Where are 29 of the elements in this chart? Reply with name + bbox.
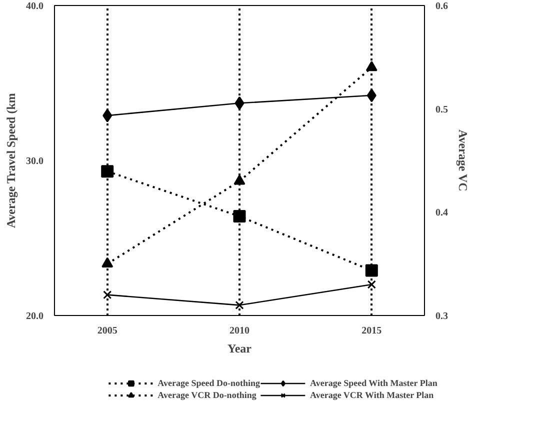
y2-tick-label: 0.4 bbox=[436, 208, 448, 219]
legend-label: Average Speed With Master Plan bbox=[310, 377, 438, 389]
y2-tick-label: 0.3 bbox=[436, 311, 448, 322]
point bbox=[367, 280, 376, 289]
y-axis-title: Average Travel Speed (km bbox=[4, 93, 18, 228]
point bbox=[102, 108, 112, 122]
point bbox=[102, 257, 114, 268]
x-tick-label: 2005 bbox=[97, 326, 118, 336]
point bbox=[366, 88, 376, 102]
point bbox=[233, 210, 246, 223]
legend-label: Average VCR Do-nothing bbox=[158, 389, 256, 401]
y-tick-label: 30.0 bbox=[26, 156, 44, 167]
point bbox=[366, 60, 378, 72]
legend-label: Average Speed Do-nothing bbox=[158, 377, 260, 389]
x-tick-label: 2010 bbox=[230, 326, 250, 336]
point bbox=[235, 300, 244, 310]
y2-tick-label: 0.5 bbox=[436, 104, 448, 116]
point bbox=[101, 165, 114, 178]
y-tick-label: 40.0 bbox=[26, 1, 44, 12]
x-tick-label: 2015 bbox=[362, 326, 382, 336]
y2-tick-label: 0.6 bbox=[436, 1, 448, 12]
point bbox=[234, 96, 244, 110]
point bbox=[365, 264, 378, 277]
point bbox=[234, 174, 246, 185]
y-tick-label: 20.0 bbox=[26, 311, 44, 322]
y2-axis-title: Average VC bbox=[456, 129, 470, 192]
point bbox=[103, 290, 112, 300]
x-axis-title: Year bbox=[228, 342, 252, 356]
legend-label: Average VCR With Master Plan bbox=[310, 389, 434, 401]
